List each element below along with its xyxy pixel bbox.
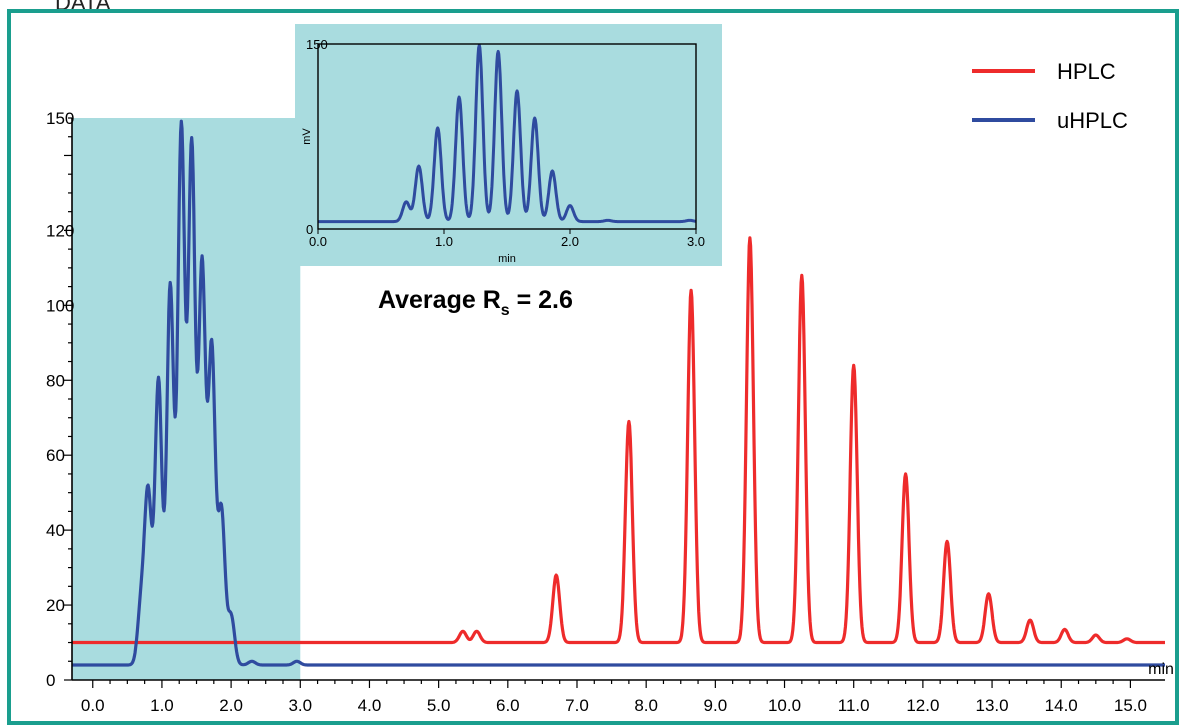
x-tick-label: 11.0	[838, 696, 870, 715]
inset-y-tick-label: 150	[306, 37, 328, 52]
y-tick-label: 40	[46, 521, 65, 540]
x-tick-label: 14.0	[1045, 696, 1078, 715]
inset-y-tick-label: 0	[306, 222, 313, 237]
x-tick-label: 10.0	[768, 696, 801, 715]
y-tick-label: 20	[46, 596, 65, 615]
highlight-region	[72, 118, 301, 680]
x-tick-label: 1.0	[150, 696, 174, 715]
inset-x-axis-label: min	[498, 253, 516, 265]
y-tick-label: 120	[46, 221, 74, 240]
resolution-annotation: Average Rs = 2.6	[378, 286, 573, 319]
inset-x-tick-label: 0.0	[309, 234, 327, 249]
legend-label-uhplc: uHPLC	[1057, 108, 1128, 133]
y-tick-label: 80	[46, 371, 65, 390]
main-chart: 0.0 1.0 2.0 3.0 4.0 5.0 6.0 7.0 8.0 9.0 10.0 11.0 12…	[46, 109, 1174, 715]
x-tick-label: 15.0	[1114, 696, 1147, 715]
inset-chart: 0.0 1.0 2.0 3.0 0 150 min mV	[295, 24, 722, 266]
inset-plot-frame	[317, 43, 697, 230]
x-tick-label: 0.0	[81, 696, 105, 715]
annotation-subscript: s	[501, 302, 510, 319]
x-axis-label: min	[1148, 661, 1174, 678]
inset-x-tick-label: 3.0	[687, 234, 705, 249]
y-tick-label: 150	[46, 109, 74, 128]
x-tick-label: 7.0	[565, 696, 589, 715]
figure-border	[7, 9, 1179, 725]
inset-x-tick-label: 1.0	[435, 234, 453, 249]
x-tick-label: 4.0	[358, 696, 382, 715]
y-tick-label: 0	[46, 671, 55, 690]
inset-background	[295, 24, 722, 266]
x-tick-label: 5.0	[427, 696, 451, 715]
x-tick-label: 2.0	[219, 696, 243, 715]
x-tick-label: 6.0	[496, 696, 520, 715]
inset-y-axis-label: mV	[301, 128, 313, 145]
inset-series-line-uhplc	[317, 43, 697, 224]
legend: HPLC uHPLC	[972, 59, 1128, 133]
x-tick-label: 9.0	[704, 696, 728, 715]
series-line-hplc	[71, 236, 1166, 645]
x-tick-label: 8.0	[634, 696, 658, 715]
y-tick-label: 60	[46, 446, 65, 465]
x-tick-label: 12.0	[906, 696, 939, 715]
annotation-prefix: Average R	[378, 286, 501, 314]
series-line-uhplc	[71, 119, 1166, 667]
y-tick-label: 100	[46, 296, 74, 315]
legend-label-hplc: HPLC	[1057, 59, 1116, 84]
x-tick-label: 13.0	[976, 696, 1009, 715]
x-tick-label: 3.0	[288, 696, 312, 715]
inset-x-tick-label: 2.0	[561, 234, 579, 249]
annotation-suffix: = 2.6	[510, 286, 573, 314]
